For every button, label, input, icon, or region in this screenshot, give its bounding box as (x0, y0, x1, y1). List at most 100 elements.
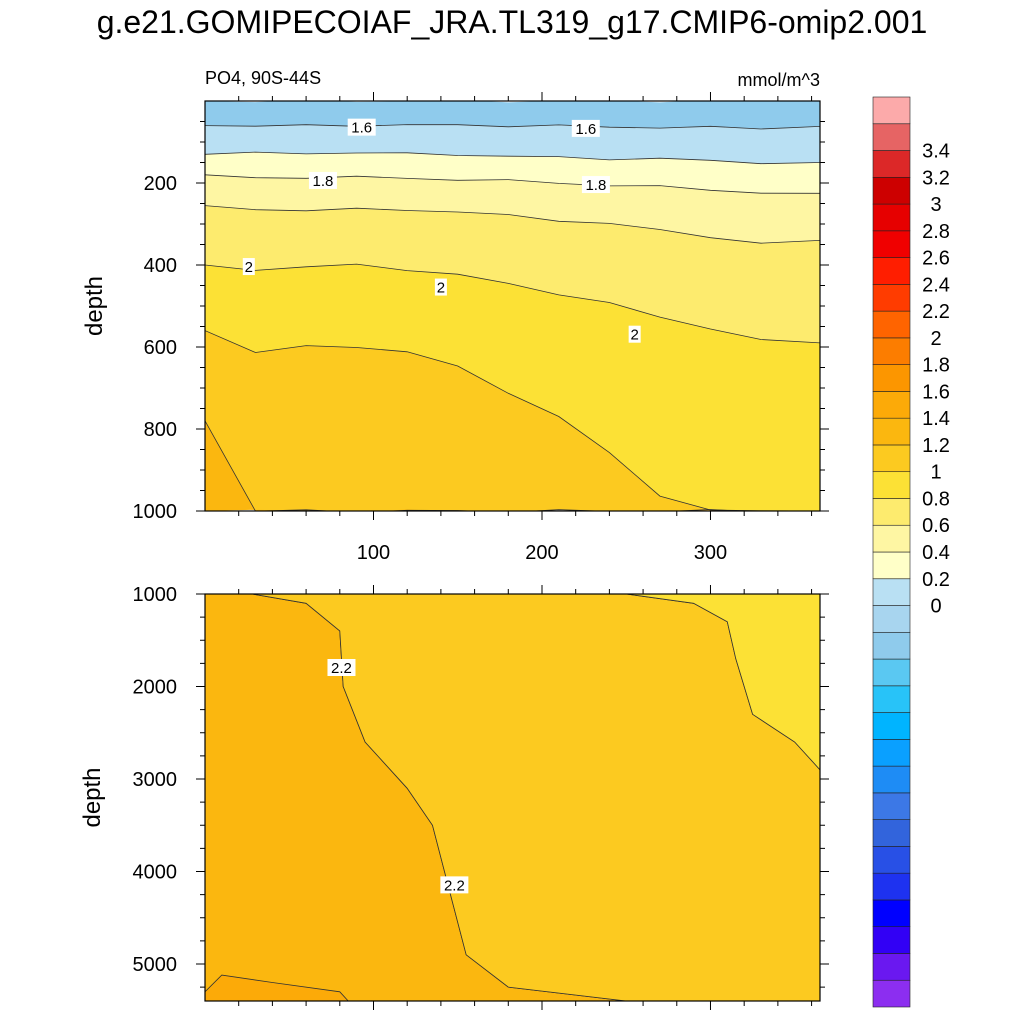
colorbar-box (872, 230, 911, 258)
left-string: PO4, 90S-44S (205, 68, 321, 88)
contour-label-text: 2.2 (331, 660, 352, 677)
colorbar-label: 1.8 (922, 355, 950, 377)
colorbar-box (872, 444, 911, 473)
y-axis-label: depth (79, 767, 106, 827)
colorbar-box (872, 284, 911, 312)
contour-band (205, 174, 820, 244)
colorbar-box (872, 739, 911, 767)
colorbar-label: 0.2 (922, 569, 950, 591)
contour-label-text: 2 (245, 259, 253, 276)
contour-line (205, 420, 820, 511)
colorbar-label: 0.6 (922, 515, 950, 537)
colorbar-box (872, 712, 911, 740)
y-tick-label: 5000 (133, 954, 178, 976)
y-tick-label: 1000 (133, 584, 178, 606)
colorbar-label: 2.6 (922, 248, 950, 270)
y-tick-label: 1000 (133, 501, 178, 523)
colorbar-box (872, 578, 911, 606)
y-tick-label: 400 (144, 255, 177, 277)
x-tick-label: 300 (694, 542, 727, 564)
contour-label-bg (571, 119, 600, 137)
contour-label-text: 1.6 (351, 120, 372, 137)
colorbar-box (872, 364, 911, 392)
contour-band (205, 330, 820, 511)
colorbar-label: 0 (930, 596, 941, 618)
colorbar-label: 2.8 (922, 221, 950, 243)
colorbar-box (872, 899, 911, 928)
colorbar-label: 2.4 (922, 274, 950, 296)
colorbar-label: 3.2 (922, 167, 950, 189)
colorbar-box (872, 685, 911, 713)
colorbar-box (872, 471, 911, 499)
contour-label: 1.8 (581, 176, 610, 194)
y-axis-label: depth (81, 276, 108, 336)
colorbar-box (872, 631, 911, 660)
figure-title: g.e21.GOMIPECOIAF_JRA.TL319_g17.CMIP6-om… (96, 4, 928, 40)
colorbar-box (872, 417, 911, 446)
colorbar-box (872, 176, 911, 205)
colorbar-box (872, 872, 911, 901)
contour-band (205, 205, 820, 343)
contour-label-text: 2.2 (444, 877, 465, 894)
colorbar-label: 2.2 (922, 301, 950, 323)
y-tick-label: 4000 (133, 862, 178, 884)
colorbar-box (872, 979, 911, 1008)
contour-label-text: 2 (437, 280, 445, 297)
colorbar-box (872, 391, 911, 419)
y-tick-label: 200 (144, 173, 177, 195)
contour-line (205, 124, 820, 130)
colorbar-box (872, 846, 911, 874)
y-tick-label: 3000 (133, 769, 178, 791)
contour-label-bg (440, 876, 469, 894)
contour-label: 2 (628, 325, 641, 344)
colorbar-label: 1.2 (922, 435, 950, 457)
contour-label-bg (308, 171, 337, 189)
y-tick-label: 2000 (133, 677, 178, 699)
contour-label-bg (327, 659, 356, 676)
contour-label-bg (628, 325, 641, 343)
colorbar-box (872, 203, 911, 232)
y-tick-label: 600 (144, 337, 177, 359)
contour-label: 1.8 (308, 171, 337, 190)
colorbar-box (872, 257, 911, 285)
contour-band (205, 152, 820, 194)
colorbar-box (872, 96, 911, 125)
x-tick-label: 200 (525, 542, 558, 564)
colorbar-box (872, 150, 911, 178)
colorbar-label: 1.4 (922, 408, 950, 430)
contour-label: 2 (434, 278, 447, 297)
colorbar-box (872, 524, 911, 553)
colorbar-box (872, 792, 911, 820)
colorbar-box (872, 551, 911, 580)
contour-label: 2.2 (327, 659, 356, 677)
x-tick-label: 100 (357, 542, 390, 564)
contour-label-bg (347, 118, 376, 136)
colorbar-box (872, 953, 911, 981)
contour-label: 1.6 (571, 119, 600, 138)
contour-label-bg (434, 278, 447, 296)
plot-area (205, 101, 820, 511)
colorbar-box (872, 819, 911, 847)
colorbar-label: 1.6 (922, 381, 950, 403)
contour-label: 2.2 (440, 876, 469, 894)
colorbar-label: 3 (930, 194, 941, 216)
colorbar-label: 1 (930, 462, 941, 484)
contour-label: 2 (242, 258, 255, 276)
contour-line (205, 263, 820, 344)
colorbar-label: 0.4 (922, 542, 950, 564)
plot-frame (204, 593, 821, 1002)
contour-line (205, 330, 820, 511)
panel-upper: 1.6 1.6 1.8 1.8 2 2 2 100 200 300 200 400 600 800 1000… (81, 68, 829, 564)
contour-label-text: 1.8 (585, 177, 606, 194)
y-tick-label: 800 (144, 419, 177, 441)
right-string: mmol/m^3 (738, 70, 820, 90)
colorbar-box (872, 926, 911, 954)
panel-lower: 2.2 2.2 1000 2000 3000 4000 5000 depth (79, 584, 829, 1010)
contour-label-text: 1.6 (575, 121, 596, 138)
contour-region (205, 974, 349, 1001)
contour-label-text: 2 (630, 327, 638, 344)
colorbar-box (872, 310, 911, 339)
contour-band (205, 264, 820, 511)
colorbar-label: 0.8 (922, 488, 950, 510)
